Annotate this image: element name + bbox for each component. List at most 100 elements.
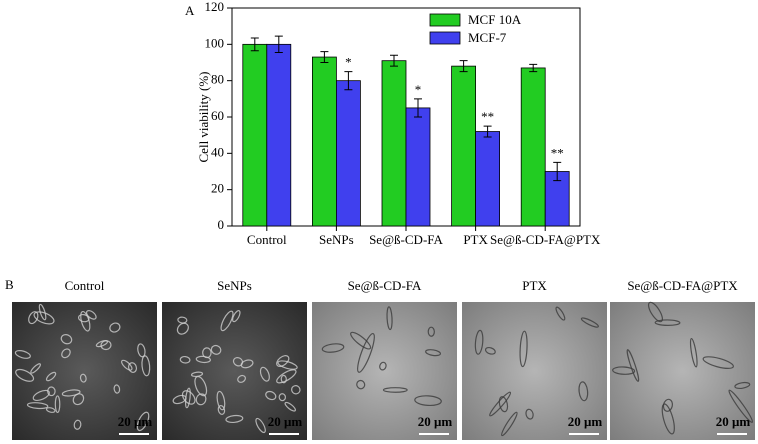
x-tick-label: Se@ß-CD-FA <box>369 232 443 247</box>
cell <box>382 387 408 393</box>
cell <box>121 359 133 371</box>
micrograph <box>162 302 307 440</box>
cell <box>95 340 109 348</box>
cell <box>38 303 47 321</box>
cell <box>321 343 345 353</box>
cell <box>216 390 226 411</box>
micrograph <box>312 302 457 440</box>
cell <box>217 405 226 415</box>
y-tick-label: 20 <box>211 181 224 196</box>
cell <box>26 402 49 410</box>
cell <box>176 322 189 335</box>
x-tick-label: Se@ß-CD-FA@PTX <box>490 232 601 247</box>
cell <box>184 387 191 409</box>
cell <box>232 310 241 323</box>
cell <box>555 306 566 321</box>
cell <box>15 368 35 382</box>
cell <box>113 384 121 394</box>
cell <box>225 414 244 424</box>
cell <box>79 373 87 383</box>
panel-label: A <box>185 3 195 18</box>
scale-label: 20 μm <box>418 414 453 429</box>
cell <box>72 393 85 406</box>
cell <box>612 366 636 375</box>
cell <box>284 401 297 412</box>
cell <box>109 322 121 333</box>
y-tick-label: 120 <box>205 0 225 14</box>
image-title: PTX <box>522 278 547 293</box>
cell <box>73 419 82 430</box>
bar <box>475 131 501 227</box>
significance-label: * <box>415 82 422 97</box>
cell <box>734 381 751 390</box>
error-bar <box>553 161 562 182</box>
cell <box>580 317 599 328</box>
significance-label: ** <box>551 145 564 160</box>
cell <box>179 355 191 364</box>
image-title: Se@ß-CD-FA <box>348 278 422 293</box>
bar <box>405 107 431 227</box>
cell <box>45 371 57 382</box>
error-bar <box>320 51 329 63</box>
y-tick-label: 0 <box>218 217 225 232</box>
legend-swatch <box>429 13 461 27</box>
cell <box>501 411 518 437</box>
cell <box>195 393 207 406</box>
cell <box>425 349 442 357</box>
x-tick-label: PTX <box>463 232 488 247</box>
y-axis-label: Cell viability (%) <box>196 72 211 163</box>
bar <box>544 171 570 227</box>
cell <box>265 390 277 401</box>
scale-label: 20 μm <box>568 414 603 429</box>
cell <box>77 313 90 323</box>
bar <box>266 43 292 227</box>
cell <box>484 346 496 355</box>
cell <box>177 316 188 324</box>
error-bar <box>529 63 538 73</box>
cell <box>30 363 41 374</box>
bar <box>451 65 477 227</box>
legend-swatch <box>429 31 461 45</box>
bar <box>335 80 361 227</box>
scale-label: 20 μm <box>268 414 303 429</box>
cell <box>210 344 222 355</box>
x-tick-label: Control <box>247 232 287 247</box>
error-bar <box>390 54 398 67</box>
cell <box>647 301 663 323</box>
cell <box>127 362 138 373</box>
cell <box>280 374 287 384</box>
cell <box>357 332 375 373</box>
cell <box>498 396 509 413</box>
cell <box>45 407 56 413</box>
cell <box>255 417 266 434</box>
cell <box>47 386 56 397</box>
panel-label: B <box>5 277 14 292</box>
cell <box>141 355 151 377</box>
cell <box>662 398 674 412</box>
legend-label: MCF 10A <box>468 12 522 27</box>
cell <box>220 310 234 332</box>
cell <box>61 389 81 397</box>
cell <box>291 385 301 395</box>
y-tick-label: 100 <box>205 35 225 50</box>
image-title: Se@ß-CD-FA@PTX <box>627 278 738 293</box>
cell <box>202 347 212 359</box>
legend-label: MCF-7 <box>468 30 507 45</box>
cell <box>519 330 528 368</box>
cell <box>194 375 208 397</box>
cell <box>350 331 372 350</box>
cell <box>54 395 61 414</box>
cell <box>489 391 512 417</box>
cell <box>728 389 754 423</box>
cell <box>654 319 681 326</box>
scale-label: 20 μm <box>118 414 153 429</box>
cell <box>277 360 298 370</box>
cell <box>276 369 297 384</box>
cell <box>14 350 31 359</box>
x-tick-label: SeNPs <box>319 232 354 247</box>
error-bar <box>274 35 283 54</box>
cell <box>626 349 640 382</box>
cell <box>356 379 366 390</box>
bar <box>381 60 407 227</box>
